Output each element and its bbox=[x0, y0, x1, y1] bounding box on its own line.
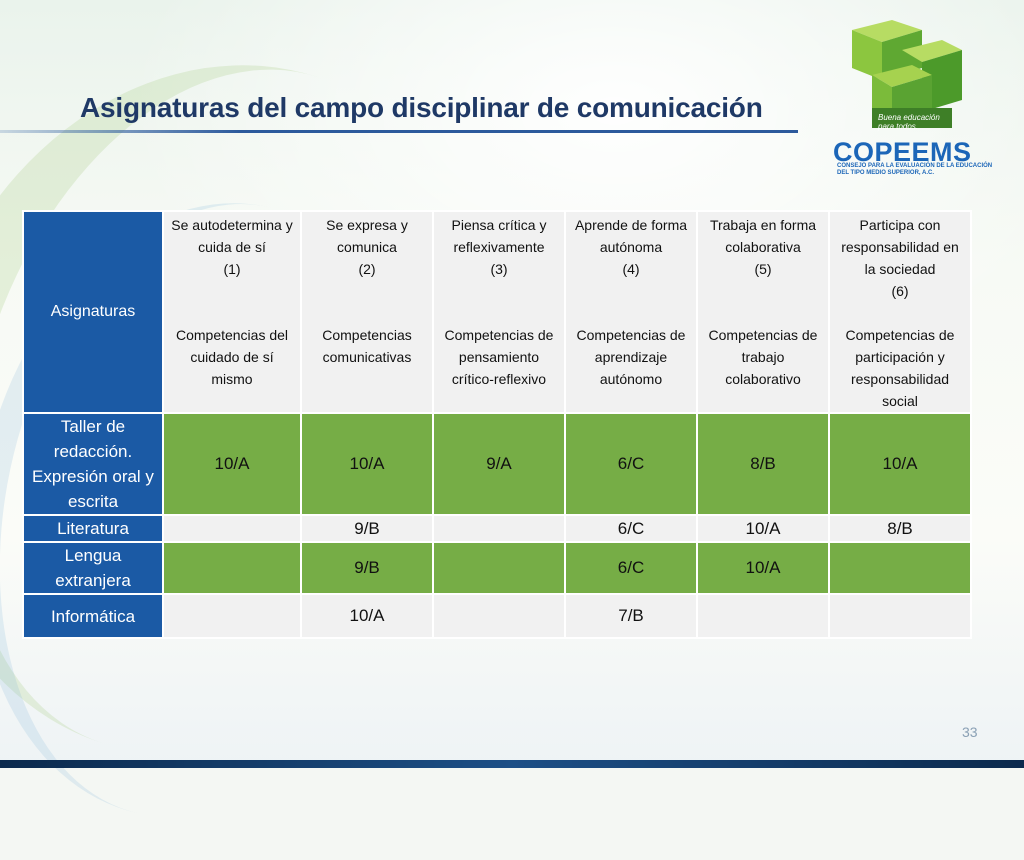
table-cell: 8/B bbox=[696, 412, 830, 516]
table-header-row: Asignaturas Se autodetermina y cuida de … bbox=[22, 210, 972, 414]
corner-header: Asignaturas bbox=[22, 210, 164, 414]
table-cell: 8/B bbox=[828, 514, 972, 543]
column-header: Piensa crítica y reflexivamente (3) Comp… bbox=[432, 210, 566, 414]
column-header: Se expresa y comunica (2) Competencias c… bbox=[300, 210, 434, 414]
spacer bbox=[438, 280, 560, 302]
column-header: Trabaja en forma colaborativa (5) Compet… bbox=[696, 210, 830, 414]
attribute-label: Se expresa y comunica bbox=[326, 217, 408, 255]
spacer bbox=[438, 302, 560, 324]
table-cell: 10/A bbox=[696, 541, 830, 595]
attribute-number: (2) bbox=[358, 261, 376, 277]
table-cell: 10/A bbox=[162, 412, 302, 516]
spacer bbox=[168, 302, 296, 324]
row-subject: Taller de redacción. Expresión oral y es… bbox=[22, 412, 164, 516]
table-cell bbox=[162, 541, 302, 595]
attribute-number: (4) bbox=[622, 261, 640, 277]
table-row: Taller de redacción. Expresión oral y es… bbox=[22, 412, 972, 516]
competency-label: Competencias de participación y responsa… bbox=[845, 327, 955, 409]
attribute-number: (6) bbox=[891, 283, 909, 299]
table-cell bbox=[432, 541, 566, 595]
spacer bbox=[702, 302, 824, 324]
spacer bbox=[570, 302, 692, 324]
table-cell: 7/B bbox=[564, 593, 698, 639]
competency-label: Competencias del cuidado de sí mismo bbox=[175, 327, 289, 387]
competency-label: Competencias de trabajo colaborativo bbox=[708, 327, 818, 387]
row-subject: Informática bbox=[22, 593, 164, 639]
table-cell: 9/A bbox=[432, 412, 566, 516]
attribute-label: Participa con responsabilidad en la soci… bbox=[841, 217, 959, 277]
table-cell bbox=[432, 593, 566, 639]
attribute-number: (1) bbox=[223, 261, 241, 277]
column-header: Participa con responsabilidad en la soci… bbox=[828, 210, 972, 414]
logo-name: COPEEMS bbox=[833, 137, 972, 167]
table-row: Informática 10/A 7/B bbox=[22, 593, 972, 639]
table-cell: 10/A bbox=[300, 593, 434, 639]
attribute-label: Trabaja en forma colaborativa bbox=[709, 217, 817, 255]
table-cell: 6/C bbox=[564, 412, 698, 516]
row-subject: Literatura bbox=[22, 514, 164, 543]
table-cell bbox=[162, 514, 302, 543]
attribute-number: (3) bbox=[490, 261, 508, 277]
table-cell bbox=[432, 514, 566, 543]
spacer bbox=[306, 302, 428, 324]
competency-label: Competencias de aprendizaje autónomo bbox=[576, 327, 686, 387]
attribute-label: Aprende de forma autónoma bbox=[574, 217, 688, 255]
table-cell: 6/C bbox=[564, 541, 698, 595]
attribute-label: Piensa crítica y reflexivamente bbox=[451, 217, 547, 255]
table-cell bbox=[828, 541, 972, 595]
table-cell: 10/A bbox=[828, 412, 972, 516]
spacer bbox=[570, 280, 692, 302]
spacer bbox=[168, 280, 296, 302]
table-cell bbox=[696, 593, 830, 639]
title-underline bbox=[0, 130, 798, 133]
footer-bar bbox=[0, 760, 1024, 768]
table-cell bbox=[828, 593, 972, 639]
column-header: Se autodetermina y cuida de sí (1) Compe… bbox=[162, 210, 302, 414]
logo-subtitle: CONSEJO PARA LA EVALUACIÓN DE LA EDUCACI… bbox=[837, 163, 993, 176]
attribute-label: Se autodetermina y cuida de sí bbox=[171, 217, 293, 255]
spacer bbox=[306, 280, 428, 302]
competency-label: Competencias de pensamiento crítico-refl… bbox=[444, 327, 554, 387]
column-header: Aprende de forma autónoma (4) Competenci… bbox=[564, 210, 698, 414]
spacer bbox=[702, 280, 824, 302]
table-cell: 6/C bbox=[564, 514, 698, 543]
competency-label: Competencias comunicativas bbox=[322, 327, 412, 365]
table-cell bbox=[162, 593, 302, 639]
table-cell: 10/A bbox=[300, 412, 434, 516]
slide-title: Asignaturas del campo disciplinar de com… bbox=[80, 92, 763, 123]
table-cell: 10/A bbox=[696, 514, 830, 543]
row-subject: Lengua extranjera bbox=[22, 541, 164, 595]
spacer bbox=[834, 302, 966, 324]
competencies-table: Asignaturas Se autodetermina y cuida de … bbox=[22, 210, 972, 639]
logo-tagline: Buena educación para todos. bbox=[878, 113, 940, 131]
table-row: Lengua extranjera 9/B 6/C 10/A bbox=[22, 541, 972, 595]
table-row: Literatura 9/B 6/C 10/A 8/B bbox=[22, 514, 972, 543]
attribute-number: (5) bbox=[754, 261, 772, 277]
table-cell: 9/B bbox=[300, 514, 434, 543]
page-number: 33 bbox=[962, 724, 978, 740]
table-cell: 9/B bbox=[300, 541, 434, 595]
copeems-logo bbox=[852, 20, 962, 128]
